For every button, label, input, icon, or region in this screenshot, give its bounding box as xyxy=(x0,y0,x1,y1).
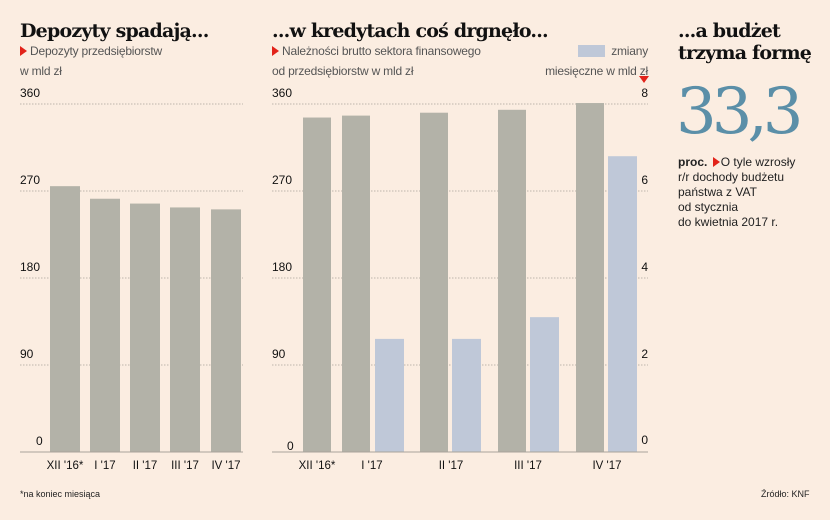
y-tick-label: 270 xyxy=(20,173,40,187)
legend-line1: zmiany xyxy=(611,44,648,58)
bar-3 xyxy=(170,207,200,452)
desc-line4: od stycznia xyxy=(678,200,739,214)
middle-subtitle-line2: od przedsiębiorstw w mld zł xyxy=(272,64,414,78)
x-tick-label: IV '17 xyxy=(211,460,240,472)
y-tick-label: 90 xyxy=(20,347,34,361)
x-tick-label: IV '17 xyxy=(592,460,621,472)
x-tick-label: II '17 xyxy=(439,460,464,472)
desc-line2: r/r dochody budżetu xyxy=(678,170,785,184)
y2-tick-label: 8 xyxy=(641,86,648,100)
bar-gray-1 xyxy=(342,115,370,452)
source: Źródło: KNF xyxy=(761,489,810,499)
x-tick-label: II '17 xyxy=(133,460,158,472)
footnote: *na koniec miesiąca xyxy=(20,489,101,499)
right-description: proc. O tyle wzrosły r/r dochody budżetu… xyxy=(678,155,795,230)
y-tick-label: 360 xyxy=(272,86,292,100)
y2-tick-label: 4 xyxy=(641,260,648,274)
triangle-down-icon xyxy=(639,76,649,83)
bar-4 xyxy=(211,209,241,452)
x-tick-label: XII '16* xyxy=(299,460,336,472)
desc-line3: państwa z VAT xyxy=(678,185,757,199)
bar-1 xyxy=(90,198,120,452)
triangle-bullet-icon xyxy=(272,46,279,56)
desc-line1: O tyle wzrosły xyxy=(720,155,796,169)
y-tick-label: 180 xyxy=(272,260,292,274)
right-title-line2: trzyma formę xyxy=(678,42,812,64)
bar-blue-4 xyxy=(608,156,637,452)
y2-tick-label: 6 xyxy=(641,173,648,187)
y2-tick-label: 2 xyxy=(641,347,648,361)
unit-label: proc. xyxy=(678,155,708,169)
x-tick-label: III '17 xyxy=(514,460,542,472)
desc-line5: do kwietnia 2017 r. xyxy=(678,215,779,229)
y-tick-label: 0 xyxy=(287,439,294,453)
left-subtitle-line1: Depozyty przedsiębiorstw xyxy=(30,44,162,58)
left-chart-title: Depozyty spadają... xyxy=(20,20,209,42)
y-tick-label: 270 xyxy=(272,173,292,187)
bar-blue-2 xyxy=(452,338,481,452)
y-tick-label: 90 xyxy=(272,347,286,361)
x-tick-label: I '17 xyxy=(361,460,382,472)
right-title: ...a budżet trzyma formę xyxy=(678,20,812,64)
right-title-line1: ...a budżet xyxy=(678,20,781,42)
bar-gray-2 xyxy=(420,112,448,452)
middle-subtitle-line1: Należności brutto sektora finansowego xyxy=(282,44,481,58)
bar-2 xyxy=(130,203,160,452)
y-tick-label: 180 xyxy=(20,260,40,274)
bar-gray-4 xyxy=(576,103,604,453)
y-tick-label: 0 xyxy=(36,434,43,448)
bar-0 xyxy=(50,186,80,452)
x-tick-label: I '17 xyxy=(94,460,115,472)
legend-line2: miesięczne w mld zł xyxy=(545,64,648,78)
bar-gray-3 xyxy=(498,109,526,453)
big-number: 33,3 xyxy=(676,75,803,149)
bar-blue-1 xyxy=(375,338,404,452)
middle-legend: zmiany miesięczne w mld zł xyxy=(545,41,648,81)
triangle-bullet-icon xyxy=(20,46,27,56)
triangle-bullet-icon xyxy=(712,157,720,167)
bar-gray-0 xyxy=(303,117,331,453)
x-tick-label: III '17 xyxy=(171,460,199,472)
y2-tick-label: 0 xyxy=(641,433,648,447)
legend-swatch-blue xyxy=(578,45,605,57)
middle-subtitle: Należności brutto sektora finansowego od… xyxy=(272,41,481,81)
bar-blue-3 xyxy=(530,317,559,452)
left-subtitle-line2: w mld zł xyxy=(20,64,62,78)
left-subtitle: Depozyty przedsiębiorstw w mld zł xyxy=(20,41,162,81)
x-tick-label: XII '16* xyxy=(47,460,84,472)
middle-chart-title: ...w kredytach coś drgnęło... xyxy=(272,20,549,42)
y-tick-label: 360 xyxy=(20,86,40,100)
